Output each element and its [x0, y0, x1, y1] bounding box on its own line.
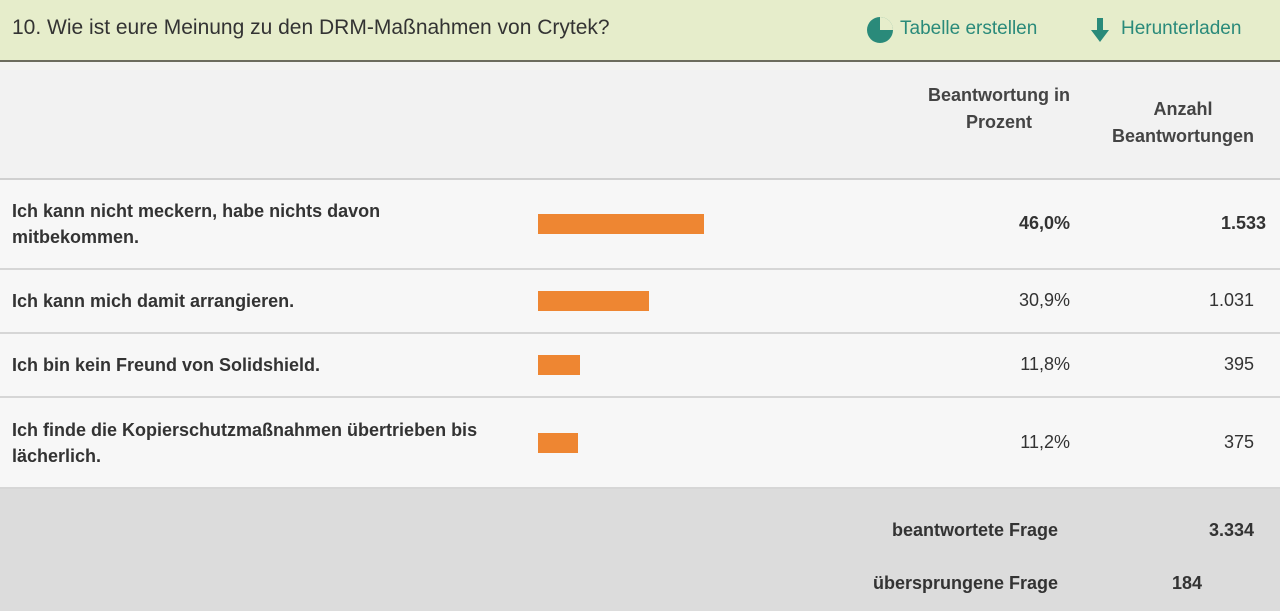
count-text: 1.031	[1208, 290, 1254, 310]
download-icon	[1091, 18, 1109, 42]
answer-row: Ich kann nicht meckern, habe nichts davo…	[0, 180, 1280, 270]
download-link[interactable]: Herunterladen	[1121, 18, 1242, 39]
percent-bar	[538, 432, 579, 453]
answer-text: Ich bin kein Freund von Solidshield.	[12, 355, 321, 375]
column-header: Beantwortung in Prozent Anzahl Beantwort…	[0, 62, 1280, 180]
percent-text: 11,2%	[1020, 431, 1070, 452]
answer-row: Ich finde die Kopierschutzmaßnahmen über…	[0, 398, 1280, 489]
answer-row: Ich kann mich damit arrangieren. 30,9% 1.0…	[0, 270, 1280, 334]
percent-bar	[538, 214, 704, 234]
header: 10. Wie ist eure Meinung zu den DRM-Maßn…	[0, 0, 1280, 62]
count-header: Anzahl Beantwortungen	[1112, 99, 1254, 146]
percent-text: 11,8%	[1020, 354, 1070, 374]
summary: beantwortete Frage 3.334 übersprungene F…	[0, 489, 1280, 611]
question-title: 10. Wie ist eure Meinung zu den DRM-Maßn…	[12, 16, 610, 39]
count-text: 375	[1223, 431, 1254, 452]
answer-text: Ich kann mich damit arrangieren.	[12, 291, 295, 311]
answered-label: beantwortete Frage	[891, 520, 1058, 540]
chart-icon	[867, 17, 893, 43]
count-text: 1.533	[1220, 213, 1266, 233]
count-text: 395	[1223, 354, 1254, 374]
skipped-count: 184	[1171, 573, 1202, 593]
create-table-link[interactable]: Tabelle erstellen	[900, 18, 1038, 39]
answer-text: Ich finde die Kopierschutzmaßnahmen über…	[12, 419, 478, 466]
answered-count: 3.334	[1208, 520, 1254, 540]
percent-text: 30,9%	[1018, 290, 1070, 310]
percent-bar	[538, 291, 650, 311]
percent-header: Beantwortung in Prozent	[928, 85, 1070, 132]
answer-text: Ich kann nicht meckern, habe nichts davo…	[12, 201, 381, 247]
skipped-label: übersprungene Frage	[872, 573, 1058, 593]
percent-bar	[538, 355, 581, 375]
answer-row: Ich bin kein Freund von Solidshield. 11,8…	[0, 334, 1280, 398]
percent-text: 46,0%	[1018, 213, 1070, 233]
